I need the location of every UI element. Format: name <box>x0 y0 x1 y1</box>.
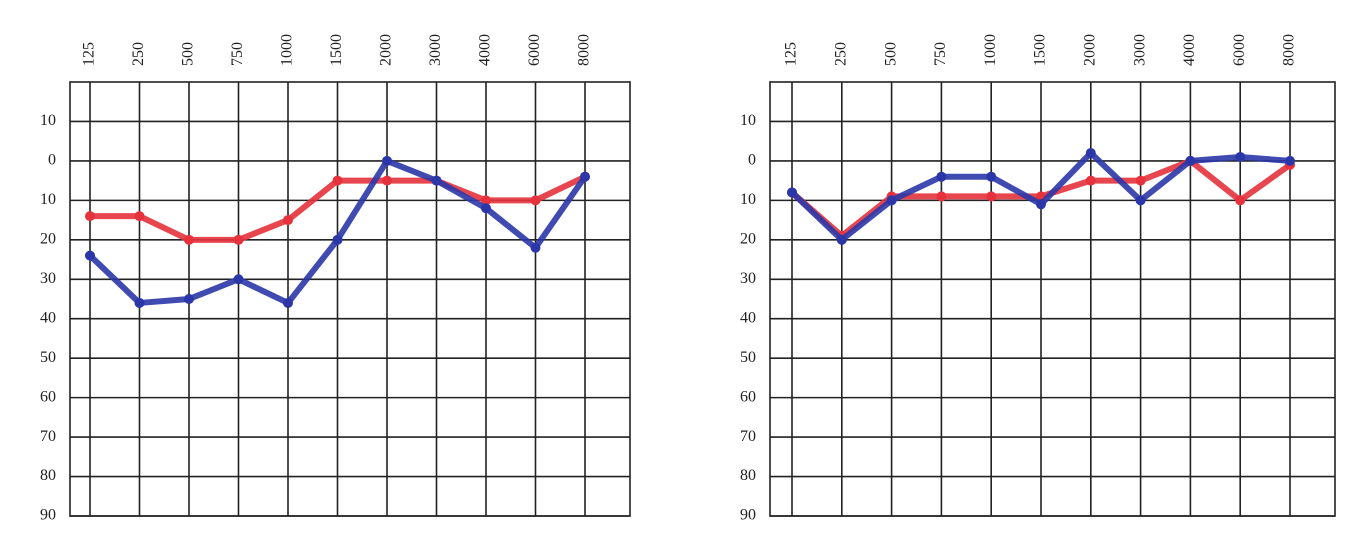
y-tick-label: 10 <box>40 112 56 129</box>
series-point <box>283 215 293 226</box>
series-point <box>1285 155 1295 166</box>
plot-frame <box>769 81 1336 517</box>
series-point <box>332 175 343 186</box>
x-tick-label: 3000 <box>427 34 444 66</box>
x-tick-label: 1500 <box>328 34 345 66</box>
y-tick-label: 40 <box>40 309 56 326</box>
series-point <box>986 171 997 182</box>
series-point <box>481 195 491 206</box>
x-tick-label: 250 <box>832 42 849 66</box>
series-point <box>184 294 194 304</box>
series-point <box>431 175 442 186</box>
series-point <box>1135 175 1146 186</box>
x-tick-label: 6000 <box>1231 34 1248 66</box>
y-tick-label: 60 <box>740 388 756 405</box>
y-tick-label: 0 <box>748 152 756 169</box>
x-tick-label: 1000 <box>279 34 296 66</box>
x-tick-label: 250 <box>130 42 147 66</box>
x-tick-label: 1000 <box>982 34 999 66</box>
series-point <box>836 234 847 245</box>
y-tick-label: 90 <box>40 507 56 524</box>
series-point <box>1185 155 1196 166</box>
y-tick-label: 50 <box>40 349 56 366</box>
series-point <box>184 234 194 245</box>
x-tick-label: 6000 <box>526 34 543 66</box>
series-point <box>1135 195 1146 206</box>
y-tick-label: 70 <box>40 428 56 445</box>
series-point <box>1085 175 1096 186</box>
series-point <box>332 234 343 245</box>
series-point <box>134 211 145 222</box>
series-point <box>1085 148 1096 159</box>
series-point <box>1036 199 1046 210</box>
y-tick-label: 10 <box>40 191 56 208</box>
y-tick-label: 20 <box>40 230 56 247</box>
y-tick-label: 50 <box>740 349 756 366</box>
x-tick-label: 8000 <box>1281 34 1298 66</box>
series-point <box>1235 151 1246 162</box>
y-tick-label: 60 <box>40 388 56 405</box>
x-tick-label: 500 <box>882 42 899 66</box>
y-tick-label: 80 <box>740 467 756 484</box>
x-tick-label: 125 <box>783 42 800 66</box>
y-tick-label: 0 <box>48 152 56 169</box>
y-tick-label: 70 <box>740 428 756 445</box>
y-tick-label: 20 <box>740 230 756 247</box>
series-point <box>85 211 95 222</box>
x-tick-label: 3000 <box>1131 34 1148 66</box>
series-point <box>530 242 541 253</box>
series-point <box>530 195 541 206</box>
series-point <box>787 187 797 198</box>
y-tick-label: 80 <box>40 467 56 484</box>
series-point <box>936 171 947 182</box>
series-point <box>134 297 145 308</box>
x-tick-label: 8000 <box>576 34 593 66</box>
series-point <box>936 191 947 202</box>
y-tick-label: 30 <box>40 270 56 287</box>
series-point <box>986 191 997 202</box>
y-tick-label: 10 <box>740 191 756 208</box>
series-point <box>1235 195 1246 206</box>
y-tick-label: 40 <box>740 309 756 326</box>
x-tick-label: 125 <box>81 42 98 66</box>
x-tick-label: 2000 <box>378 34 395 66</box>
series-point <box>886 195 897 206</box>
series-point <box>85 250 95 261</box>
series-point <box>382 155 392 166</box>
x-tick-label: 750 <box>229 42 246 66</box>
x-tick-label: 4000 <box>477 34 494 66</box>
series-point <box>233 234 244 245</box>
x-tick-label: 750 <box>932 42 949 66</box>
x-tick-label: 1500 <box>1032 34 1049 66</box>
series-point <box>283 297 293 308</box>
y-tick-label: 90 <box>740 507 756 524</box>
y-tick-label: 10 <box>740 112 756 129</box>
series-point <box>382 175 392 186</box>
series-point <box>233 274 244 285</box>
series-point <box>580 171 590 182</box>
x-tick-label: 4000 <box>1181 34 1198 66</box>
x-tick-label: 500 <box>180 42 197 66</box>
y-tick-label: 30 <box>740 270 756 287</box>
series-point <box>481 203 491 214</box>
x-tick-label: 2000 <box>1081 34 1098 66</box>
